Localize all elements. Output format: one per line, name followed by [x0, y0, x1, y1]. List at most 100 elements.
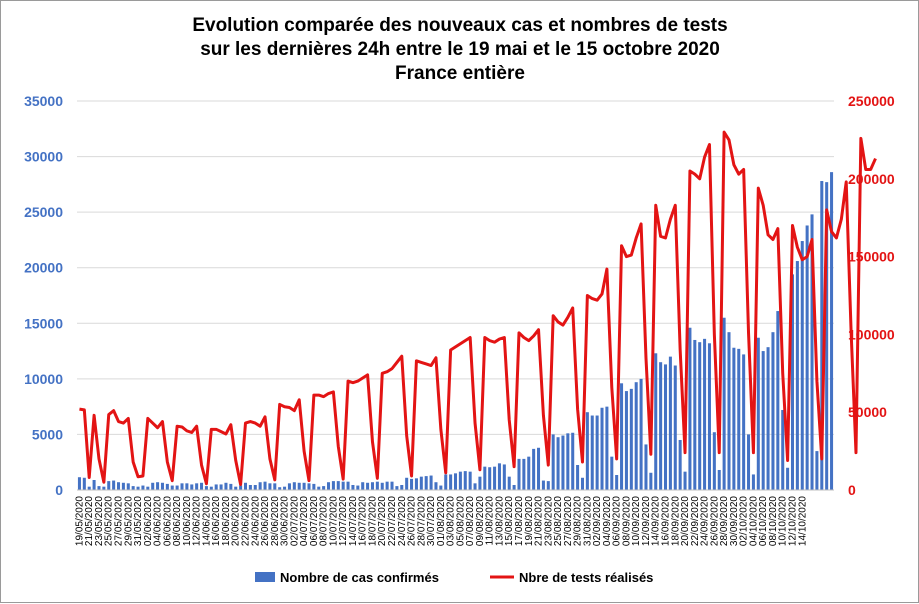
bar-152	[820, 181, 824, 490]
bar-49	[317, 486, 321, 490]
bar-9	[121, 482, 125, 490]
left-y-axis: 0 5000 10000 15000 20000 25000 30000 35000	[24, 93, 63, 498]
x-tick-label-23: 04/07/2020	[299, 496, 310, 546]
bar-142	[771, 332, 775, 490]
bar-85	[493, 466, 497, 490]
x-tick-label-72: 10/10/2020	[778, 496, 789, 546]
bar-147	[795, 261, 799, 490]
bar-4	[97, 486, 101, 490]
bar-138	[751, 474, 755, 490]
bar-42	[283, 486, 287, 490]
bar-29	[219, 484, 223, 490]
x-tick-label-37: 01/08/2020	[436, 496, 447, 546]
bar-61	[375, 481, 379, 490]
bar-15	[151, 482, 155, 490]
bar-150	[810, 214, 814, 490]
bar-86	[497, 463, 501, 490]
x-tick-label-4: 27/05/2020	[114, 496, 125, 546]
legend: Nombre de cas confirmés Nbre de tests ré…	[255, 570, 653, 585]
bar-101	[571, 432, 575, 490]
bar-6	[107, 481, 111, 490]
x-tick-label-10: 08/06/2020	[172, 496, 183, 546]
bar-58	[361, 482, 365, 490]
x-tick-label-39: 05/08/2020	[455, 496, 466, 546]
bar-104	[585, 412, 589, 490]
left-tick-label-0: 0	[55, 482, 63, 498]
bar-105	[590, 415, 594, 490]
bar-52	[331, 481, 335, 490]
bar-67	[405, 477, 409, 490]
bar-47	[307, 483, 311, 490]
left-tick-label-3: 15000	[24, 315, 63, 331]
bar-123	[678, 439, 682, 490]
x-tick-label-5: 29/05/2020	[123, 496, 134, 546]
bar-149	[805, 225, 809, 491]
bar-144	[781, 409, 785, 490]
bar-128	[703, 338, 707, 490]
bar-125	[688, 327, 692, 490]
x-tick-label-63: 22/09/2020	[690, 496, 701, 546]
right-tick-label-0: 0	[848, 482, 856, 498]
x-tick-label-6: 31/05/2020	[133, 496, 144, 546]
title-line-2: sur les dernières 24h entre le 19 mai et…	[200, 39, 720, 60]
bar-32	[234, 486, 238, 490]
x-tick-label-0: 19/05/2020	[74, 496, 85, 546]
bar-154	[830, 172, 834, 490]
bar-100	[566, 433, 570, 490]
bar-113	[629, 388, 633, 490]
x-tick-label-9: 06/06/2020	[162, 496, 173, 546]
left-tick-label-4: 20000	[24, 260, 63, 276]
bar-141	[766, 347, 770, 490]
bar-87	[502, 464, 506, 490]
bar-96	[546, 481, 550, 490]
bar-80	[468, 471, 472, 490]
bar-98	[556, 437, 560, 490]
x-tick-label-36: 30/07/2020	[426, 496, 437, 546]
bar-16	[156, 482, 160, 490]
bar-82	[478, 476, 482, 490]
x-tick-label-57: 10/09/2020	[631, 496, 642, 546]
bar-76	[449, 474, 453, 490]
x-tick-label-8: 04/06/2020	[153, 496, 164, 546]
x-tick-label-32: 22/07/2020	[387, 496, 398, 546]
bar-117	[649, 472, 653, 490]
bar-65	[395, 486, 399, 490]
bar-series-cases	[77, 172, 834, 491]
bar-68	[410, 478, 414, 490]
chart-title: Evolution comparée des nouveaux cas et n…	[192, 15, 727, 84]
x-tick-label-3: 25/05/2020	[104, 496, 115, 546]
x-tick-label-43: 13/08/2020	[494, 496, 505, 546]
bar-59	[366, 482, 370, 490]
x-tick-label-22: 02/07/2020	[289, 496, 300, 546]
x-tick-label-38: 03/08/2020	[446, 496, 457, 546]
bar-35	[248, 485, 252, 490]
bar-53	[336, 481, 340, 490]
bar-143	[776, 311, 780, 490]
bar-55	[346, 481, 350, 490]
x-tick-label-51: 29/08/2020	[573, 496, 584, 546]
x-tick-label-21: 30/06/2020	[280, 496, 291, 546]
x-tick-label-27: 12/07/2020	[338, 496, 349, 546]
bar-56	[351, 485, 355, 490]
x-tick-label-12: 12/06/2020	[192, 496, 203, 546]
bar-28	[214, 484, 218, 490]
bar-118	[654, 353, 658, 490]
right-tick-label-4: 200000	[848, 171, 895, 187]
bar-94	[537, 447, 541, 490]
bar-69	[414, 478, 418, 490]
bar-88	[507, 476, 511, 490]
bar-151	[815, 451, 819, 490]
bar-27	[209, 486, 213, 490]
bar-23	[190, 484, 194, 490]
bar-140	[761, 351, 765, 490]
x-tick-label-64: 24/09/2020	[700, 496, 711, 546]
bar-115	[639, 378, 643, 490]
right-tick-label-2: 100000	[848, 326, 895, 342]
bar-34	[243, 482, 248, 490]
x-tick-label-48: 23/08/2020	[543, 496, 554, 546]
left-tick-label-5: 25000	[24, 204, 63, 220]
bar-37	[258, 482, 262, 490]
x-tick-label-59: 14/09/2020	[651, 496, 662, 546]
bar-50	[322, 486, 326, 490]
bar-102	[576, 464, 580, 490]
